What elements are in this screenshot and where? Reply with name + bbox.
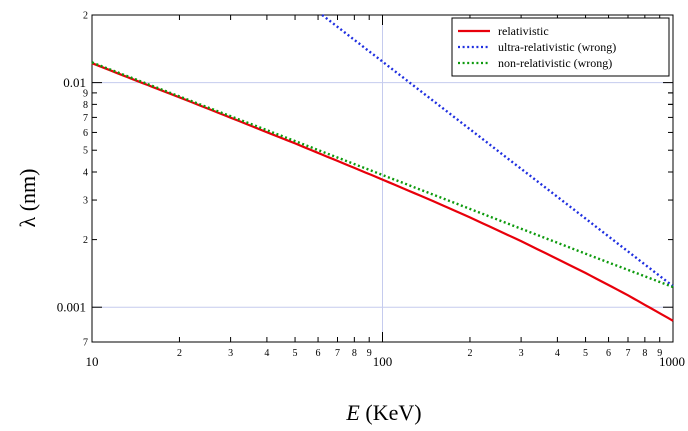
x-major-tick-label: 10 (86, 354, 99, 369)
x-minor-tick-label: 4 (264, 348, 269, 359)
y-major-tick-label: 0.01 (63, 75, 86, 90)
x-minor-tick-label: 7 (335, 348, 340, 359)
x-axis-label-var: E (345, 400, 360, 425)
x-axis-label-unit: (KeV) (360, 400, 422, 425)
x-minor-tick-label: 5 (293, 348, 298, 359)
y-minor-tick-label: 6 (83, 128, 88, 139)
x-axis-label: E (KeV) (345, 400, 421, 425)
x-minor-tick-label: 3 (228, 348, 233, 359)
ticks: 2 3 4 5 6 7 8 9 2 3 4 5 6 7 8 910 100 100023456789720.001… (57, 11, 685, 370)
legend-label-2: ultra-relativistic (wrong) (498, 40, 616, 54)
x-minor-tick-label: 4 (555, 348, 560, 359)
y-axis-label: λ (nm) (15, 169, 40, 228)
y-minor-tick-label: 8 (83, 100, 88, 111)
x-major-tick-label: 100 (373, 354, 393, 369)
series-line-2 (321, 14, 674, 288)
legend-label-1: relativistic (498, 24, 549, 38)
x-minor-tick-label: 7 (626, 348, 631, 359)
y-minor-tick-label: 3 (83, 196, 88, 207)
x-minor-tick-label: 9 (367, 348, 372, 359)
legend-label-3: non-relativistic (wrong) (498, 56, 612, 70)
x-minor-tick-label: 8 (352, 348, 357, 359)
y-major-tick-label: 0.001 (57, 300, 86, 315)
x-minor-tick-label: 2 (467, 348, 472, 359)
y-minor-tick-label: 7 (83, 113, 88, 124)
y-minor-tick-label: 9 (83, 88, 88, 99)
x-major-tick-label: 1000 (659, 354, 685, 369)
x-minor-tick-label: 3 (519, 348, 524, 359)
y-minor-tick-label: 4 (83, 167, 88, 178)
series-line-1 (91, 62, 674, 322)
legend-box (451, 17, 670, 77)
x-minor-tick-label: 6 (606, 348, 611, 359)
y-minor-tick-label: 2 (83, 11, 88, 22)
series-layer (91, 14, 674, 322)
x-minor-tick-label: 6 (316, 348, 321, 359)
series-line-3 (91, 61, 674, 289)
legend: relativistic ultra-relativistic (wrong) no… (451, 17, 670, 77)
y-minor-tick-label: 2 (83, 235, 88, 246)
x-minor-tick-label: 5 (583, 348, 588, 359)
y-minor-tick-label: 7 (83, 338, 88, 349)
x-minor-tick-label: 8 (642, 348, 647, 359)
y-minor-tick-label: 5 (83, 146, 88, 157)
x-minor-tick-label: 2 (177, 348, 182, 359)
x-minor-tick-label: 9 (657, 348, 662, 359)
